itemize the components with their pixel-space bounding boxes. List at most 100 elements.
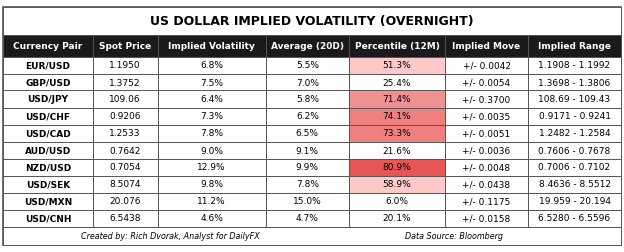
Bar [349, 108, 445, 125]
Text: 1.3752: 1.3752 [109, 78, 141, 87]
Bar [3, 108, 93, 125]
Text: +/- 0.0051: +/- 0.0051 [462, 129, 510, 138]
Bar [3, 210, 93, 227]
Text: +/- 0.3700: +/- 0.3700 [462, 95, 510, 104]
Bar [528, 176, 621, 193]
Bar [528, 142, 621, 159]
Bar [266, 108, 349, 125]
Bar [528, 91, 621, 108]
Bar [266, 125, 349, 142]
Bar [528, 57, 621, 74]
Text: +/- 0.0042: +/- 0.0042 [462, 61, 510, 70]
Text: 9.9%: 9.9% [296, 163, 319, 172]
Bar [157, 125, 266, 142]
Text: 0.9171 - 0.9241: 0.9171 - 0.9241 [539, 112, 610, 121]
Bar [3, 35, 93, 57]
Bar [3, 193, 93, 210]
Bar [93, 142, 157, 159]
Bar [266, 210, 349, 227]
Bar [349, 125, 445, 142]
Bar [93, 108, 157, 125]
Text: +/- 0.0036: +/- 0.0036 [462, 146, 510, 155]
Text: USD/SEK: USD/SEK [26, 180, 70, 189]
Bar [157, 91, 266, 108]
Bar [445, 35, 528, 57]
Bar [3, 142, 93, 159]
Bar [528, 193, 621, 210]
Text: 8.4636 - 8.5512: 8.4636 - 8.5512 [539, 180, 610, 189]
Text: 6.5280 - 6.5596: 6.5280 - 6.5596 [539, 214, 611, 223]
Bar [349, 142, 445, 159]
Text: Spot Price: Spot Price [99, 42, 151, 51]
Bar [93, 210, 157, 227]
Text: 6.5438: 6.5438 [109, 214, 141, 223]
Text: 1.2533: 1.2533 [109, 129, 141, 138]
Text: +/- 0.1175: +/- 0.1175 [462, 197, 510, 206]
Bar [3, 74, 93, 91]
Bar [266, 176, 349, 193]
Text: +/- 0.0438: +/- 0.0438 [462, 180, 510, 189]
Text: +/- 0.0035: +/- 0.0035 [462, 112, 510, 121]
Bar [266, 193, 349, 210]
Text: 6.5%: 6.5% [296, 129, 319, 138]
Bar [528, 159, 621, 176]
Text: 11.2%: 11.2% [197, 197, 226, 206]
Text: +/- 0.0054: +/- 0.0054 [462, 78, 510, 87]
Text: 9.8%: 9.8% [200, 180, 223, 189]
Text: US DOLLAR IMPLIED VOLATILITY (OVERNIGHT): US DOLLAR IMPLIED VOLATILITY (OVERNIGHT) [150, 15, 474, 28]
Bar [445, 210, 528, 227]
Bar [157, 57, 266, 74]
Text: Created by: Rich Dvorak, Analyst for DailyFX: Created by: Rich Dvorak, Analyst for Dai… [80, 231, 260, 240]
Bar [349, 35, 445, 57]
Text: 1.1950: 1.1950 [109, 61, 141, 70]
Bar [157, 193, 266, 210]
Bar [349, 210, 445, 227]
Text: 0.9206: 0.9206 [109, 112, 141, 121]
Bar [266, 57, 349, 74]
Bar [3, 57, 93, 74]
Bar [3, 8, 621, 35]
Bar [93, 35, 157, 57]
Text: Implied Move: Implied Move [452, 42, 520, 51]
Text: 6.0%: 6.0% [386, 197, 409, 206]
Bar [445, 125, 528, 142]
Text: 58.9%: 58.9% [383, 180, 411, 189]
Bar [528, 210, 621, 227]
Text: Implied Volatility: Implied Volatility [168, 42, 255, 51]
Text: GBP/USD: GBP/USD [25, 78, 71, 87]
Bar [349, 176, 445, 193]
Bar [93, 193, 157, 210]
Bar [266, 35, 349, 57]
Text: 7.8%: 7.8% [296, 180, 319, 189]
Bar [445, 57, 528, 74]
Text: 0.7006 - 0.7102: 0.7006 - 0.7102 [539, 163, 611, 172]
Text: EUR/USD: EUR/USD [26, 61, 71, 70]
Text: 0.7642: 0.7642 [109, 146, 141, 155]
Text: 9.0%: 9.0% [200, 146, 223, 155]
Text: 7.0%: 7.0% [296, 78, 319, 87]
Bar [445, 193, 528, 210]
Text: 19.959 - 20.194: 19.959 - 20.194 [539, 197, 610, 206]
Bar [157, 142, 266, 159]
Text: +/- 0.0048: +/- 0.0048 [462, 163, 510, 172]
Text: 20.1%: 20.1% [383, 214, 411, 223]
Bar [528, 125, 621, 142]
Bar [266, 142, 349, 159]
Bar [157, 159, 266, 176]
Text: USD/CNH: USD/CNH [25, 214, 71, 223]
Text: 15.0%: 15.0% [293, 197, 322, 206]
Bar [445, 142, 528, 159]
Text: 21.6%: 21.6% [383, 146, 411, 155]
Text: 5.8%: 5.8% [296, 95, 319, 104]
Text: USD/MXN: USD/MXN [24, 197, 72, 206]
Bar [157, 210, 266, 227]
Text: 20.076: 20.076 [109, 197, 141, 206]
Bar [349, 74, 445, 91]
Text: 12.9%: 12.9% [197, 163, 226, 172]
Bar [93, 176, 157, 193]
Bar [266, 159, 349, 176]
Text: +/- 0.0158: +/- 0.0158 [462, 214, 510, 223]
Bar [445, 176, 528, 193]
Text: 4.7%: 4.7% [296, 214, 319, 223]
Text: 0.7606 - 0.7678: 0.7606 - 0.7678 [539, 146, 611, 155]
